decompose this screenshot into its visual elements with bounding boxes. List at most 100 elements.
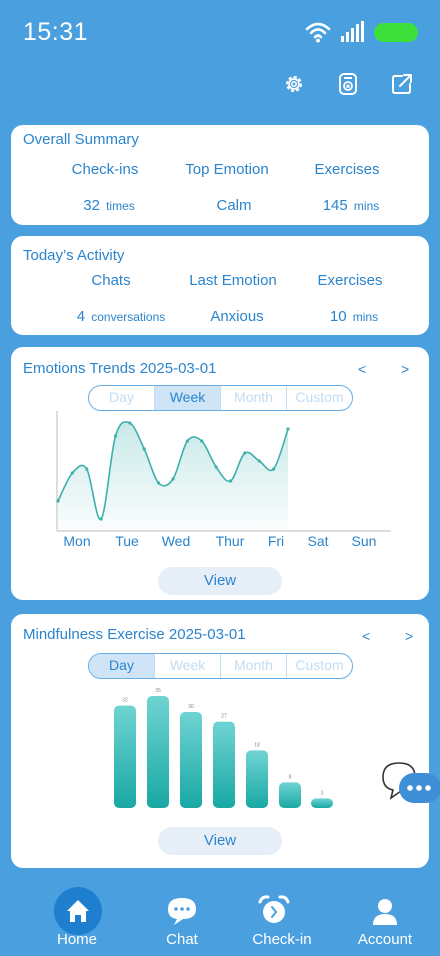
mindfulness-bar-chart: 32 35 30 27 18 8 3 [114, 688, 333, 808]
emotions-x-tick-label: Mon [63, 533, 91, 549]
mindfulness-title: Mindfulness Exercise 2025-03-01 [23, 626, 246, 643]
emotions-data-point [257, 459, 261, 463]
emotions-data-point [185, 439, 189, 443]
settings-gear-icon[interactable] [282, 72, 306, 96]
emotions-data-point [157, 481, 161, 485]
today-exercises-value: 10 mins [329, 308, 379, 325]
floating-chat-icon[interactable] [381, 761, 440, 805]
chats-label: Chats [91, 272, 131, 289]
emotions-data-point [70, 471, 74, 475]
share-icon[interactable] [390, 72, 414, 96]
emotions-data-point [113, 434, 118, 438]
mindfulness-bar [180, 712, 202, 808]
emotions-data-point [171, 477, 175, 481]
top-emotion-value: Calm [216, 197, 252, 214]
emotions-range-tabs: Day Week Month Custom [88, 385, 353, 411]
exercises-value: 145 mins [322, 197, 380, 214]
todays-activity-card: Today’s Activity Chats Last Emotion Exer… [11, 236, 429, 335]
home-icon [54, 887, 102, 935]
mindfulness-bar-data-label: 32 [122, 698, 128, 704]
chats-value: 4 conversations [76, 308, 166, 325]
emotions-data-point [128, 421, 132, 425]
emotions-next-button[interactable]: > [401, 361, 410, 377]
emotions-data-point [228, 479, 233, 483]
mindfulness-bar [114, 705, 136, 808]
mindfulness-bar-data-label: 18 [254, 742, 260, 748]
mindfulness-bar [213, 721, 235, 808]
emotions-data-point [286, 427, 290, 431]
nav-home[interactable]: Home [32, 878, 122, 956]
emotions-data-point [56, 499, 60, 503]
tab-month[interactable]: Month [221, 386, 287, 410]
exercises-label: Exercises [314, 161, 380, 178]
emotions-data-point [200, 439, 204, 443]
today-exercises-label: Exercises [317, 272, 383, 289]
mindfulness-range-tabs: Day Week Month Custom [88, 653, 353, 679]
emotions-data-point [85, 467, 89, 471]
nav-chat[interactable]: Chat [137, 878, 227, 956]
nav-checkin[interactable]: Check-in [237, 878, 327, 956]
emotions-x-tick-label: Fri [267, 533, 285, 549]
bottom-navigation: Home Chat Check-in A [0, 878, 440, 956]
mindfulness-bar [311, 798, 333, 808]
mindfulness-bar [147, 696, 169, 808]
emotions-trends-title: Emotions Trends 2025-03-01 [23, 360, 217, 377]
mindfulness-bar-data-label: 27 [221, 714, 227, 720]
mindfulness-bar-data-label: 35 [155, 688, 161, 694]
last-emotion-value: Anxious [210, 308, 264, 325]
emotions-data-point [99, 517, 103, 521]
emotions-x-tick-label: Sat [307, 533, 329, 549]
nav-checkin-label: Check-in [252, 931, 312, 948]
mindfulness-prev-button[interactable]: < [362, 628, 371, 644]
checkins-value: 32 times [83, 197, 135, 214]
emotions-prev-button[interactable]: < [358, 361, 367, 377]
mindfulness-bar-data-label: 8 [289, 774, 292, 780]
mindfulness-bar-data-label: 3 [321, 790, 324, 796]
emotions-x-tick-label: Sun [351, 533, 377, 549]
nav-home-label: Home [56, 931, 97, 948]
tab-month[interactable]: Month [221, 654, 287, 678]
tab-week[interactable]: Week [155, 654, 221, 678]
wifi-icon [305, 22, 331, 43]
emotions-data-point [142, 447, 146, 451]
overall-summary-card: Overall Summary Check-ins Top Emotion Ex… [11, 125, 429, 225]
emotions-x-tick-label: Wed [161, 533, 191, 549]
emotions-data-point [272, 467, 276, 471]
mindfulness-exercise-card: Mindfulness Exercise 2025-03-01 < > Day … [11, 614, 429, 868]
emotions-data-point [214, 465, 218, 469]
mindfulness-bar-data-label: 30 [188, 704, 194, 710]
tab-week[interactable]: Week [155, 386, 221, 410]
overall-summary-title: Overall Summary [23, 131, 139, 148]
emotions-x-tick-label: Thur [215, 533, 245, 549]
top-emotion-label: Top Emotion [185, 161, 269, 178]
status-time: 15:31 [23, 18, 89, 46]
cellular-signal-icon [341, 21, 364, 42]
tab-day[interactable]: Day [89, 654, 155, 678]
mindfulness-view-button[interactable]: View [158, 827, 282, 855]
checkins-label: Check-ins [71, 161, 139, 178]
mindfulness-bar [246, 750, 268, 808]
tab-custom[interactable]: Custom [295, 657, 344, 673]
emotions-trends-card: Emotions Trends 2025-03-01 < > Day Week … [11, 347, 429, 600]
alarm-clock-icon [258, 895, 290, 923]
battery-icon [374, 23, 418, 42]
last-emotion-label: Last Emotion [189, 272, 277, 289]
emotions-area-fill [58, 421, 288, 531]
tab-day[interactable]: Day [89, 386, 155, 410]
status-bar: 15:31 [0, 0, 440, 64]
nav-account-label: Account [357, 931, 413, 948]
mindfulness-next-button[interactable]: > [405, 628, 414, 644]
nav-chat-label: Chat [166, 931, 198, 948]
emotions-x-tick-label: Tue [115, 533, 139, 549]
nav-account[interactable]: Account [340, 878, 430, 956]
chat-bubble-icon [168, 898, 196, 925]
user-icon [373, 899, 397, 925]
emotions-data-point [243, 451, 247, 455]
emotions-view-button[interactable]: View [158, 567, 282, 595]
mindfulness-bar [279, 782, 301, 808]
todays-activity-title: Today’s Activity [23, 247, 125, 264]
badge-icon[interactable] [336, 72, 360, 96]
tab-custom[interactable]: Custom [295, 389, 344, 405]
emotions-line-chart [56, 411, 391, 532]
